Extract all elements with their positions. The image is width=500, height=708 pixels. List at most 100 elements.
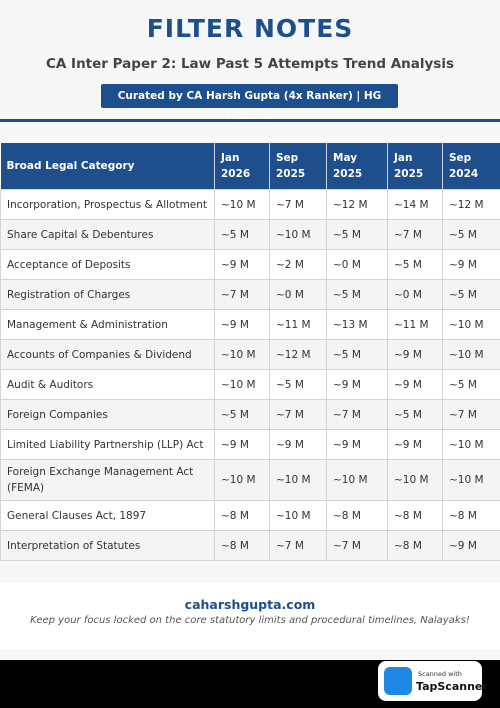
marks-cell: ~7 M (214, 279, 270, 310)
category-cell: Interpretation of Statutes (0, 530, 215, 561)
table-row: Foreign Companies ~5 M ~7 M ~7 M ~5 M ~7 M (0, 399, 500, 430)
marks-cell: ~5 M (326, 339, 388, 370)
column-header: Jan 2025 (387, 143, 443, 190)
marks-cell: ~8 M (442, 500, 500, 531)
marks-cell: ~7 M (387, 219, 443, 250)
table-row: Limited Liability Partnership (LLP) Act ~… (0, 429, 500, 460)
scanner-caption: Scanned with (418, 670, 462, 678)
marks-cell: ~7 M (442, 399, 500, 430)
marks-cell: ~9 M (214, 309, 270, 340)
table-row: Registration of Charges ~7 M ~0 M ~5 M ~0 M ~… (0, 279, 500, 310)
website: caharshgupta.com (184, 597, 316, 612)
marks-cell: ~9 M (269, 429, 327, 460)
marks-cell: ~10 M (269, 500, 327, 531)
title: FILTER NOTES (146, 14, 354, 43)
marks-cell: ~0 M (387, 279, 443, 310)
column-header: Sep 2024 (442, 143, 500, 190)
marks-cell: ~10 M (214, 369, 270, 400)
trend-table: Broad Legal Category Jan 2026 Sep 2025 May … (0, 143, 500, 561)
marks-cell: ~14 M (387, 189, 443, 220)
marks-cell: ~7 M (269, 399, 327, 430)
table-row: Interpretation of Statutes ~8 M ~7 M ~7 M ~8… (0, 530, 500, 561)
marks-cell: ~10 M (214, 459, 270, 501)
marks-cell: ~5 M (326, 219, 388, 250)
marks-cell: ~12 M (326, 189, 388, 220)
marks-cell: ~7 M (269, 530, 327, 561)
divider (0, 119, 500, 122)
marks-cell: ~8 M (387, 500, 443, 531)
category-cell: Acceptance of Deposits (0, 249, 215, 280)
category-cell: Audit & Auditors (0, 369, 215, 400)
category-cell: General Clauses Act, 1897 (0, 500, 215, 531)
marks-cell: ~10 M (442, 309, 500, 340)
marks-cell: ~12 M (442, 189, 500, 220)
marks-cell: ~12 M (269, 339, 327, 370)
marks-cell: ~9 M (387, 369, 443, 400)
marks-cell: ~8 M (387, 530, 443, 561)
category-cell: Share Capital & Debentures (0, 219, 215, 250)
table-row: Audit & Auditors ~10 M ~5 M ~9 M ~9 M ~5 M (0, 369, 500, 400)
scanner-icon (384, 667, 412, 695)
scanner-brand: TapScanner (416, 680, 488, 693)
marks-cell: ~5 M (214, 219, 270, 250)
category-cell: Accounts of Companies & Dividend (0, 339, 215, 370)
category-cell: Registration of Charges (0, 279, 215, 310)
marks-cell: ~9 M (326, 429, 388, 460)
tagline: Keep your focus locked on the core statu… (30, 615, 470, 626)
marks-cell: ~0 M (269, 279, 327, 310)
marks-cell: ~8 M (214, 500, 270, 531)
marks-cell: ~10 M (326, 459, 388, 501)
table-row: Acceptance of Deposits ~9 M ~2 M ~0 M ~5 M ~9… (0, 249, 500, 280)
category-cell: Foreign Exchange Management Act (FEMA) (0, 459, 215, 501)
marks-cell: ~13 M (326, 309, 388, 340)
header-row: Broad Legal Category Jan 2026 Sep 2025 May … (0, 143, 500, 190)
marks-cell: ~5 M (442, 369, 500, 400)
table-row: Incorporation, Prospectus & Allotment ~10… (0, 189, 500, 220)
marks-cell: ~7 M (326, 530, 388, 561)
subtitle: CA Inter Paper 2: Law Past 5 Attempts Tr… (45, 56, 454, 72)
marks-cell: ~0 M (326, 249, 388, 280)
marks-cell: ~10 M (387, 459, 443, 501)
marks-cell: ~9 M (442, 249, 500, 280)
marks-cell: ~7 M (269, 189, 327, 220)
marks-cell: ~5 M (387, 249, 443, 280)
table-row: Share Capital & Debentures ~5 M ~10 M ~5 M ~… (0, 219, 500, 250)
marks-cell: ~5 M (326, 279, 388, 310)
marks-cell: ~10 M (442, 459, 500, 501)
column-header: Sep 2025 (269, 143, 327, 190)
marks-cell: ~5 M (442, 219, 500, 250)
column-header: Jan 2026 (214, 143, 270, 190)
table-body: Incorporation, Prospectus & Allotment ~10… (0, 189, 500, 561)
marks-cell: ~9 M (214, 249, 270, 280)
table-row: Foreign Exchange Management Act (FEMA) ~1… (0, 459, 500, 501)
marks-cell: ~5 M (269, 369, 327, 400)
scanner-badge: Scanned with TapScanner (378, 661, 488, 701)
marks-cell: ~5 M (214, 399, 270, 430)
category-cell: Management & Administration (0, 309, 215, 340)
marks-cell: ~8 M (326, 500, 388, 531)
marks-cell: ~9 M (326, 369, 388, 400)
marks-cell: ~9 M (387, 339, 443, 370)
table-row: General Clauses Act, 1897 ~8 M ~10 M ~8 M ~8… (0, 500, 500, 531)
marks-cell: ~2 M (269, 249, 327, 280)
category-cell: Incorporation, Prospectus & Allotment (0, 189, 215, 220)
footer: caharshgupta.com Keep your focus locked … (0, 583, 500, 649)
category-cell: Foreign Companies (0, 399, 215, 430)
badge: Curated by CA Harsh Gupta (4x Ranker) | … (101, 84, 398, 126)
marks-cell: ~9 M (214, 429, 270, 460)
marks-cell: ~5 M (387, 399, 443, 430)
column-header: May 2025 (326, 143, 388, 190)
marks-cell: ~10 M (442, 339, 500, 370)
marks-cell: ~8 M (214, 530, 270, 561)
column-header: Broad Legal Category (0, 143, 215, 190)
marks-cell: ~10 M (214, 189, 270, 220)
marks-cell: ~10 M (442, 429, 500, 460)
category-cell: Limited Liability Partnership (LLP) Act (0, 429, 215, 460)
marks-cell: ~10 M (214, 339, 270, 370)
marks-cell: ~10 M (269, 219, 327, 250)
marks-cell: ~9 M (387, 429, 443, 460)
marks-cell: ~11 M (269, 309, 327, 340)
marks-cell: ~10 M (269, 459, 327, 501)
table-row: Accounts of Companies & Dividend ~10 M ~12… (0, 339, 500, 370)
